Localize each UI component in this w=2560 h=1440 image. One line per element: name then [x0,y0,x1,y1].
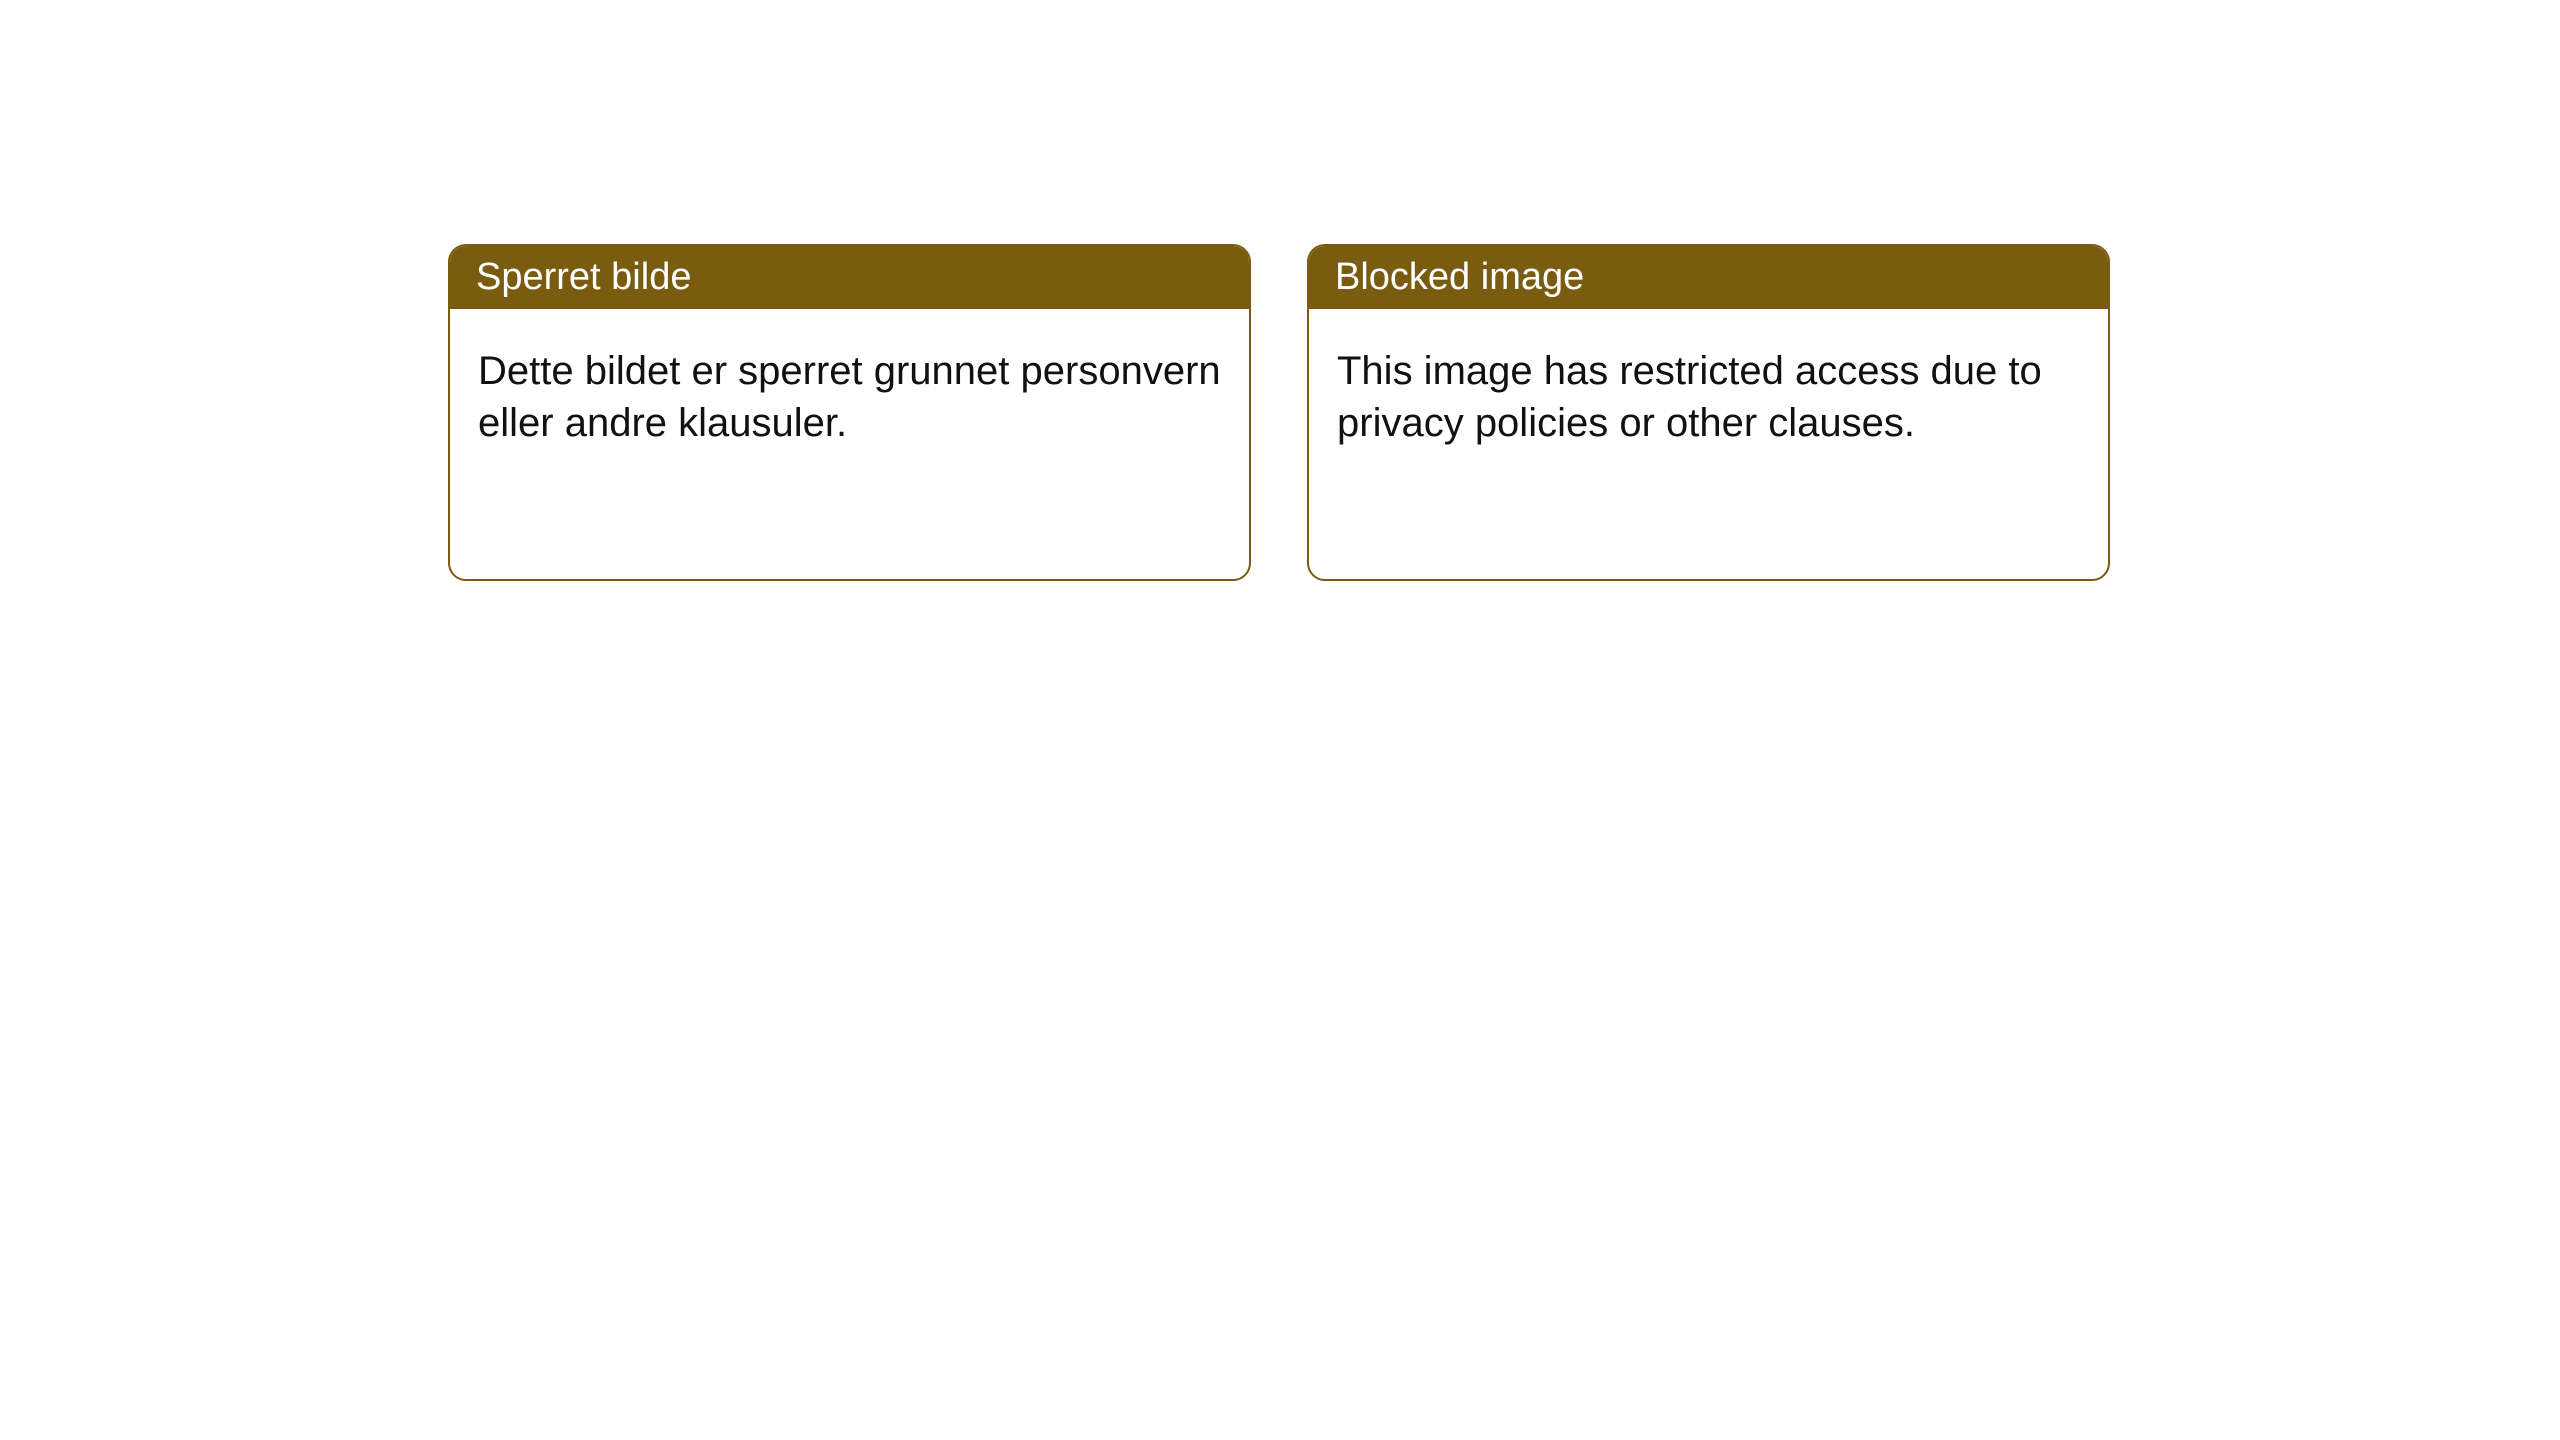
card-body-text: This image has restricted access due to … [1337,349,2042,445]
card-title: Blocked image [1335,256,1584,298]
card-header: Sperret bilde [450,246,1249,309]
card-header: Blocked image [1309,246,2108,309]
card-body-text: Dette bildet er sperret grunnet personve… [478,349,1221,445]
card-body: Dette bildet er sperret grunnet personve… [450,309,1249,579]
card-body: This image has restricted access due to … [1309,309,2108,579]
notice-card-english: Blocked image This image has restricted … [1307,244,2110,581]
notice-cards-container: Sperret bilde Dette bildet er sperret gr… [0,0,2560,581]
card-title: Sperret bilde [476,256,691,298]
notice-card-norwegian: Sperret bilde Dette bildet er sperret gr… [448,244,1251,581]
